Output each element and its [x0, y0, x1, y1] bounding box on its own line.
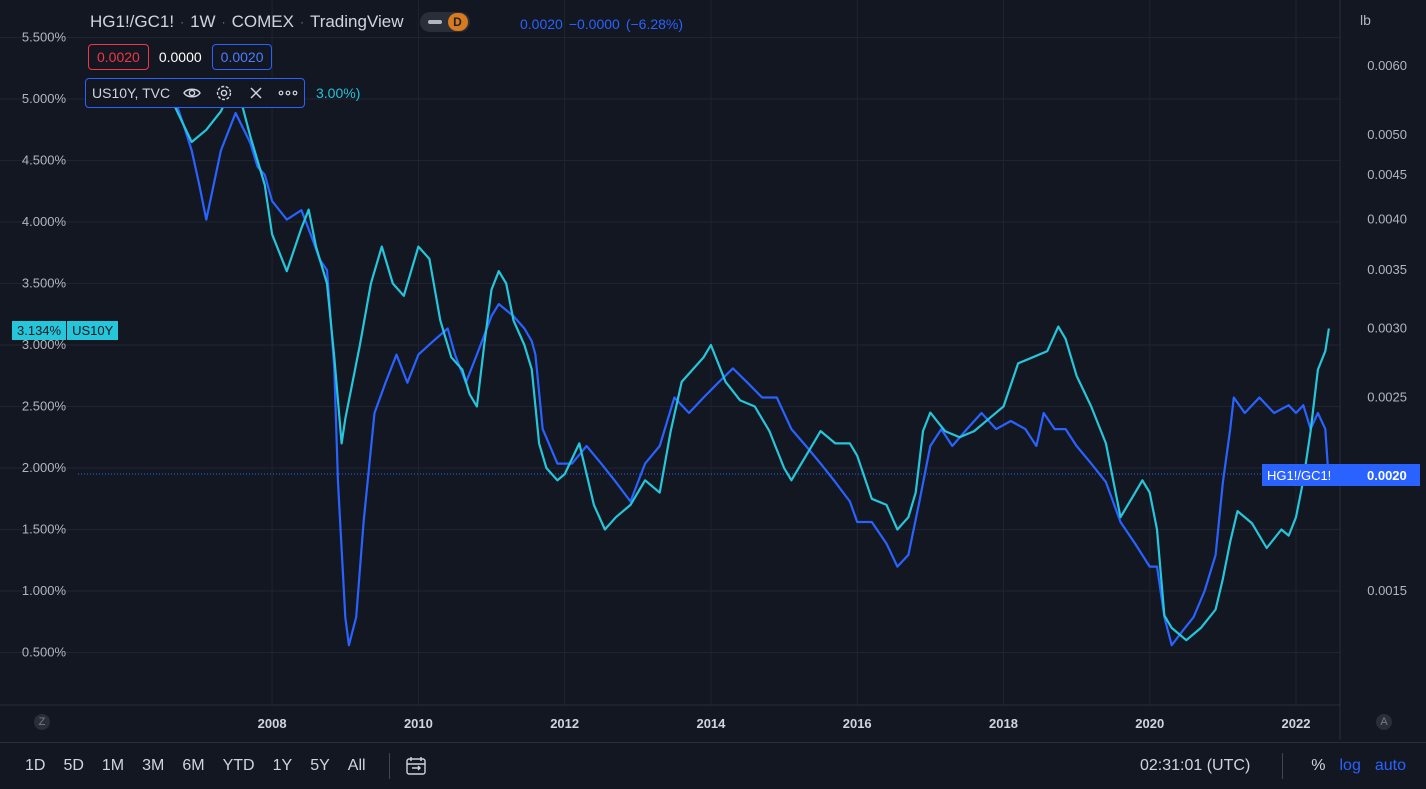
right-tick-label: 0.0035 — [1367, 262, 1407, 277]
gear-icon[interactable] — [214, 83, 234, 103]
more-icon[interactable] — [278, 83, 298, 103]
range-button-1m[interactable]: 1M — [101, 757, 125, 774]
us10y-badge-value: 3.134% — [12, 321, 67, 340]
right-tick-label: 0.0045 — [1367, 167, 1407, 182]
date-range-icon[interactable] — [404, 755, 428, 777]
ratio-price-badge: HG1!/GC1! 0.0020 — [1262, 464, 1420, 486]
left-tick-label: 5.000% — [22, 91, 67, 106]
range-button-1y[interactable]: 1Y — [272, 757, 293, 774]
percent-scale-button[interactable]: % — [1311, 757, 1326, 774]
right-tick-label: 0.0060 — [1367, 58, 1407, 73]
left-tick-label: 1.500% — [22, 522, 67, 537]
utc-clock[interactable]: 02:31:01 (UTC) — [1140, 757, 1251, 774]
legend-separator: · — [299, 15, 304, 29]
range-selector: 1D 5D 1M 3M 6M YTD 1Y 5Y All — [16, 757, 375, 775]
range-button-ytd[interactable]: YTD — [222, 757, 255, 774]
time-tick-label: 2008 — [258, 716, 287, 731]
change-percent: (−6.28%) — [625, 16, 684, 32]
toolbar-divider — [1282, 753, 1284, 779]
ratio-badge-name: HG1!/GC1! — [1267, 467, 1332, 483]
left-tick-label: 1.000% — [22, 583, 67, 598]
left-tick-label: 2.000% — [22, 460, 67, 475]
zoom-reset-button[interactable]: Z — [34, 714, 50, 730]
time-tick-label: 2014 — [696, 716, 726, 731]
scale-controls: 02:31:01 (UTC) % log auto — [1140, 743, 1406, 789]
time-tick-label: 2010 — [404, 716, 433, 731]
time-axis[interactable]: 2008 2010 2012 2014 2016 2018 2020 2022 — [258, 716, 1311, 731]
right-tick-label: 0.0040 — [1367, 212, 1407, 227]
time-tick-label: 2016 — [843, 716, 872, 731]
change-value: −0.0000 — [568, 16, 620, 32]
close-icon[interactable] — [246, 83, 266, 103]
left-axis: 5.500% 5.000% 4.500% 4.000% 3.500% 3.000% 2.50… — [22, 30, 67, 660]
toggle-knob-icon — [427, 20, 442, 24]
sell-price-box[interactable]: 0.0020 — [88, 44, 149, 70]
time-tick-label: 2020 — [1135, 716, 1164, 731]
symbol-title[interactable]: HG1!/GC1! — [90, 12, 175, 31]
left-tick-label: 4.500% — [22, 153, 67, 168]
time-tick-label: 2012 — [550, 716, 579, 731]
series-line-ratio — [161, 84, 1330, 647]
ohlc-row: 0.0020 0.0000 0.0020 — [88, 44, 273, 70]
right-tick-label: 0.0030 — [1367, 321, 1407, 336]
left-tick-label: 3.000% — [22, 337, 67, 352]
legend-separator: · — [180, 15, 185, 29]
chart-canvas[interactable]: 5.500% 5.000% 4.500% 4.000% 3.500% 3.000% 2.50… — [0, 0, 1426, 740]
range-button-3m[interactable]: 3M — [142, 757, 165, 774]
market-status-toggle[interactable]: D — [419, 12, 470, 32]
ratio-badge-value: 0.0020 — [1367, 467, 1407, 483]
bottom-toolbar: 1D 5D 1M 3M 6M YTD 1Y 5Y All 02:31:01 (UTC) % lo… — [0, 742, 1426, 789]
right-axis: 0.0060 0.0050 0.0045 0.0040 0.0035 0.0030 0.00… — [1367, 58, 1407, 598]
range-button-6m[interactable]: 6M — [182, 757, 205, 774]
range-button-5y[interactable]: 5Y — [310, 757, 330, 774]
range-button-1d[interactable]: 1D — [25, 757, 46, 774]
right-tick-label: 0.0025 — [1367, 390, 1407, 405]
buy-price-box[interactable]: 0.0020 — [211, 44, 273, 70]
time-tick-label: 2022 — [1282, 716, 1311, 731]
us10y-price-badge: 3.134% US10Y — [12, 321, 119, 340]
auto-scale-button[interactable]: A — [1376, 714, 1392, 730]
left-tick-label: 5.500% — [22, 30, 67, 45]
last-value: 0.0020 — [520, 16, 563, 32]
study-legend-us10y[interactable]: US10Y, TVC — [85, 78, 306, 108]
us10y-badge-name: US10Y — [67, 321, 119, 340]
study-value-partial: 3.00%) — [316, 85, 361, 101]
legend-separator: · — [221, 15, 226, 29]
left-tick-label: 3.500% — [22, 276, 67, 291]
range-button-5d[interactable]: 5D — [63, 757, 84, 774]
range-button-all[interactable]: All — [347, 757, 366, 774]
exchange-label: COMEX — [231, 12, 294, 31]
delayed-badge[interactable]: D — [447, 13, 468, 31]
study-label: US10Y, TVC — [92, 85, 171, 101]
right-tick-label: 0.0050 — [1367, 127, 1407, 142]
grid — [0, 0, 1341, 740]
interval-label: 1W — [190, 12, 216, 31]
spread-value: 0.0000 — [158, 49, 202, 65]
left-tick-label: 0.500% — [22, 645, 67, 660]
log-scale-button[interactable]: log — [1339, 757, 1361, 774]
right-tick-label: 0.0015 — [1367, 583, 1407, 598]
ratio-values: 0.0020 −0.0000 (−6.28%) — [520, 16, 683, 32]
chart-legend: HG1!/GC1! · 1W · COMEX · TradingView D — [90, 12, 470, 32]
source-label: TradingView — [309, 12, 404, 31]
series-line-us10y — [161, 79, 1330, 642]
eye-icon[interactable] — [182, 83, 202, 103]
time-tick-label: 2018 — [989, 716, 1018, 731]
left-tick-label: 4.000% — [22, 214, 67, 229]
toolbar-divider — [388, 753, 390, 779]
series-layer — [161, 79, 1330, 647]
left-tick-label: 2.500% — [22, 399, 67, 414]
right-axis-unit: lb — [1360, 12, 1371, 28]
auto-scale-toggle[interactable]: auto — [1374, 757, 1406, 774]
